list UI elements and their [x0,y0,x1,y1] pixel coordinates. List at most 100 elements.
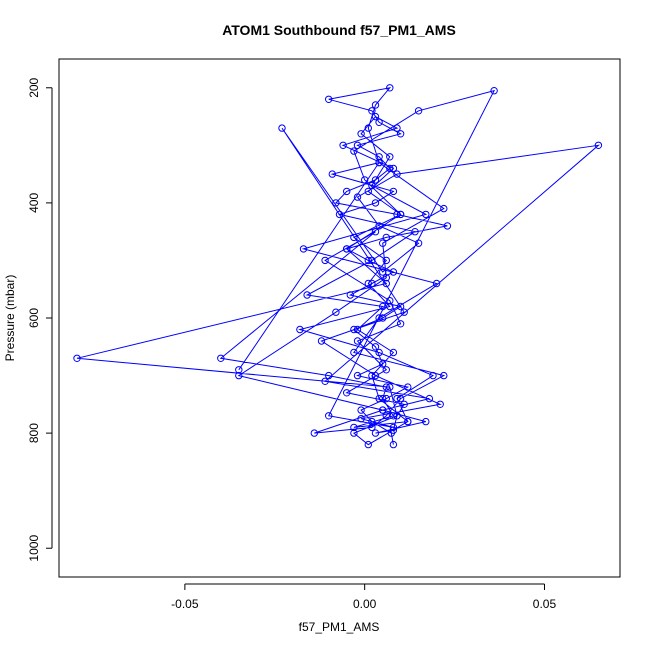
data-point [375,348,383,357]
data-point [364,187,372,196]
data-point [379,302,387,311]
data-point [432,279,441,288]
x-tick-label: -0.05 [171,597,199,611]
data-point [389,426,398,434]
data-point [443,222,452,230]
data-point [422,417,430,426]
data-point [375,158,383,167]
plot-frame [58,58,621,578]
data-point [425,394,434,403]
data-point [217,354,225,362]
data-point [321,256,329,265]
data-point [414,107,423,115]
data-point [357,406,365,414]
y-tick-label: 1000 [27,535,41,562]
data-point [400,308,408,316]
data-point [332,199,340,207]
data-point [382,366,390,374]
data-point [379,406,387,414]
data-point [396,210,405,219]
data-point [368,371,376,380]
data-point [375,222,383,230]
data-point [379,314,387,322]
y-tick-label: 400 [27,193,41,213]
data-point [382,412,390,420]
data-point [389,164,398,173]
data-point [386,297,394,305]
data-point [371,112,380,121]
data-point [393,210,401,219]
data-point [350,233,358,242]
data-point [379,239,387,247]
data-point [350,429,358,437]
data-point [389,440,398,449]
y-axis-label: Pressure (mbar) [3,275,17,362]
data-point [325,371,333,380]
data-point [353,193,362,201]
data-point [375,314,383,322]
data-point [440,371,448,380]
data-point [346,291,354,299]
y-tick-label: 600 [27,308,41,328]
chart-title: ATOM1 Southbound f57_PM1_AMS [222,22,456,38]
data-point [382,383,390,391]
x-tick-label: 0.05 [533,597,557,611]
data-point [396,394,405,403]
data-point [371,176,380,184]
data-point [386,84,394,92]
data-point [594,141,603,150]
data-point [321,377,329,385]
data-point [368,423,376,432]
data-point [379,268,387,276]
data-point [368,256,376,265]
data-point [386,302,394,311]
series-line [76,87,601,446]
data-point [368,417,376,426]
data-point [303,291,311,299]
data-point [350,348,358,357]
data-point [393,170,401,178]
data-point [343,187,351,196]
data-point [422,210,430,219]
data-point [371,228,380,236]
data-point [350,147,358,155]
data-point [386,383,394,391]
data-point [353,141,362,150]
data-point [235,371,243,380]
data-point [350,325,358,334]
data-point [310,429,318,437]
data-point [389,412,398,420]
data-point [296,325,304,334]
data-point [382,233,390,242]
data-point [386,153,394,161]
data-point [393,394,401,403]
data-point [364,124,372,132]
data-point [382,394,390,403]
data-point [278,124,286,132]
data-point [375,118,383,127]
data-point [404,417,412,426]
data-point [440,204,448,213]
data-point [364,440,372,449]
data-point [396,130,405,138]
data-point [332,308,340,316]
data-point [414,239,423,247]
data-point [353,325,362,334]
data-point [317,337,326,345]
x-tick-label: 0.00 [353,597,377,611]
data-point [393,412,401,420]
data-point [382,274,390,282]
data-point [379,394,387,403]
data-point [400,400,408,408]
data-point [343,245,351,253]
data-point [353,337,362,345]
data-point [339,141,347,150]
data-point [299,245,308,253]
data-point [375,394,383,403]
data-series [73,84,603,449]
data-point [436,400,444,408]
data-point [404,383,412,391]
data-point [429,371,437,380]
y-axis: 200 400 600 800 1000 [27,77,53,562]
